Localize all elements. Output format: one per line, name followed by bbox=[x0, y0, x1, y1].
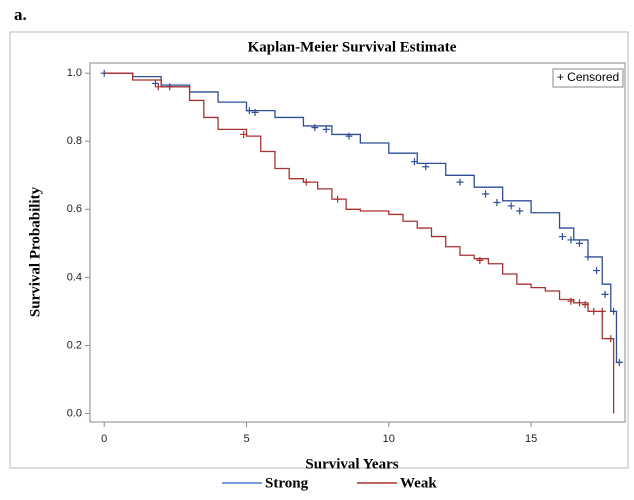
x-tick-label: 15 bbox=[525, 433, 537, 445]
censor-mark bbox=[345, 132, 353, 140]
legend-label: Strong bbox=[265, 475, 309, 491]
censor-legend: + Censored bbox=[557, 70, 619, 84]
x-tick-label: 0 bbox=[101, 433, 107, 445]
censor-mark bbox=[245, 107, 253, 115]
censor-mark bbox=[601, 290, 609, 298]
censor-mark bbox=[567, 297, 575, 305]
y-tick-label: 0.2 bbox=[67, 339, 82, 351]
censor-mark bbox=[482, 190, 490, 198]
y-tick-label: 0.6 bbox=[67, 203, 82, 215]
censor-mark bbox=[516, 207, 524, 215]
chart-title: Kaplan-Meier Survival Estimate bbox=[248, 39, 457, 55]
frame bbox=[9, 31, 629, 469]
panel-label: a. bbox=[14, 5, 27, 24]
censor-mark bbox=[575, 299, 583, 307]
censor-mark bbox=[575, 239, 583, 247]
censor-mark bbox=[456, 178, 464, 186]
censor-mark bbox=[251, 108, 259, 116]
censor-mark bbox=[422, 163, 430, 171]
y-tick-label: 1.0 bbox=[67, 67, 82, 79]
censor-mark bbox=[154, 83, 162, 91]
censor-mark bbox=[302, 178, 310, 186]
censor-mark bbox=[558, 233, 566, 241]
censor-mark bbox=[334, 195, 342, 203]
censor-mark bbox=[322, 125, 330, 133]
legend-label: Weak bbox=[400, 475, 437, 491]
censor-mark bbox=[584, 253, 592, 261]
censor-mark bbox=[493, 199, 501, 207]
y-tick-label: 0.4 bbox=[67, 271, 82, 283]
censor-mark bbox=[593, 267, 601, 275]
censor-legend-box bbox=[552, 68, 624, 88]
censor-mark bbox=[607, 335, 615, 343]
x-tick-label: 10 bbox=[383, 433, 395, 445]
survival-curve bbox=[104, 72, 623, 364]
y-axis-label: Survival Probability bbox=[27, 186, 43, 317]
y-tick-label: 0.0 bbox=[67, 407, 82, 419]
x-tick-label: 5 bbox=[243, 433, 249, 445]
censor-mark bbox=[590, 307, 598, 315]
censor-mark bbox=[581, 301, 589, 309]
survival-curve bbox=[104, 72, 615, 414]
censor-mark bbox=[567, 236, 575, 244]
y-tick-label: 0.8 bbox=[67, 135, 82, 147]
censor-mark bbox=[610, 307, 618, 315]
x-axis-label: Survival Years bbox=[305, 456, 398, 472]
censor-mark bbox=[598, 307, 606, 315]
censor-mark bbox=[410, 158, 418, 166]
plot-area bbox=[89, 62, 626, 423]
censor-mark bbox=[507, 202, 515, 210]
censor-mark bbox=[311, 124, 319, 132]
censor-mark bbox=[240, 130, 248, 138]
censor-mark bbox=[476, 256, 484, 264]
censor-mark bbox=[615, 358, 623, 366]
